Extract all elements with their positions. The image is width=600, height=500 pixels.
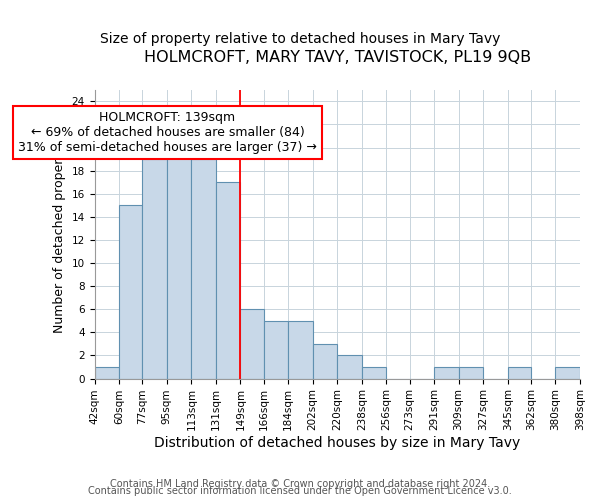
Bar [191,159,216,378]
Text: Size of property relative to detached houses in Mary Tavy: Size of property relative to detached ho… [100,32,500,46]
Bar [556,367,580,378]
Text: HOLMCROFT: 139sqm
← 69% of detached houses are smaller (84)
31% of semi-detached: HOLMCROFT: 139sqm ← 69% of detached hous… [18,110,317,154]
Bar [508,367,531,378]
Bar [313,344,337,378]
X-axis label: Distribution of detached houses by size in Mary Tavy: Distribution of detached houses by size … [154,436,520,450]
Bar [337,356,362,378]
Bar [95,367,119,378]
Bar [434,367,458,378]
Title: HOLMCROFT, MARY TAVY, TAVISTOCK, PL19 9QB: HOLMCROFT, MARY TAVY, TAVISTOCK, PL19 9Q… [144,50,531,65]
Text: Contains HM Land Registry data © Crown copyright and database right 2024.: Contains HM Land Registry data © Crown c… [110,479,490,489]
Bar [458,367,483,378]
Bar [263,321,288,378]
Bar [241,310,263,378]
Y-axis label: Number of detached properties: Number of detached properties [53,136,66,332]
Bar [288,321,313,378]
Bar [142,159,167,378]
Bar [362,367,386,378]
Text: Contains public sector information licensed under the Open Government Licence v3: Contains public sector information licen… [88,486,512,496]
Bar [167,148,191,378]
Bar [119,206,142,378]
Bar [216,182,241,378]
